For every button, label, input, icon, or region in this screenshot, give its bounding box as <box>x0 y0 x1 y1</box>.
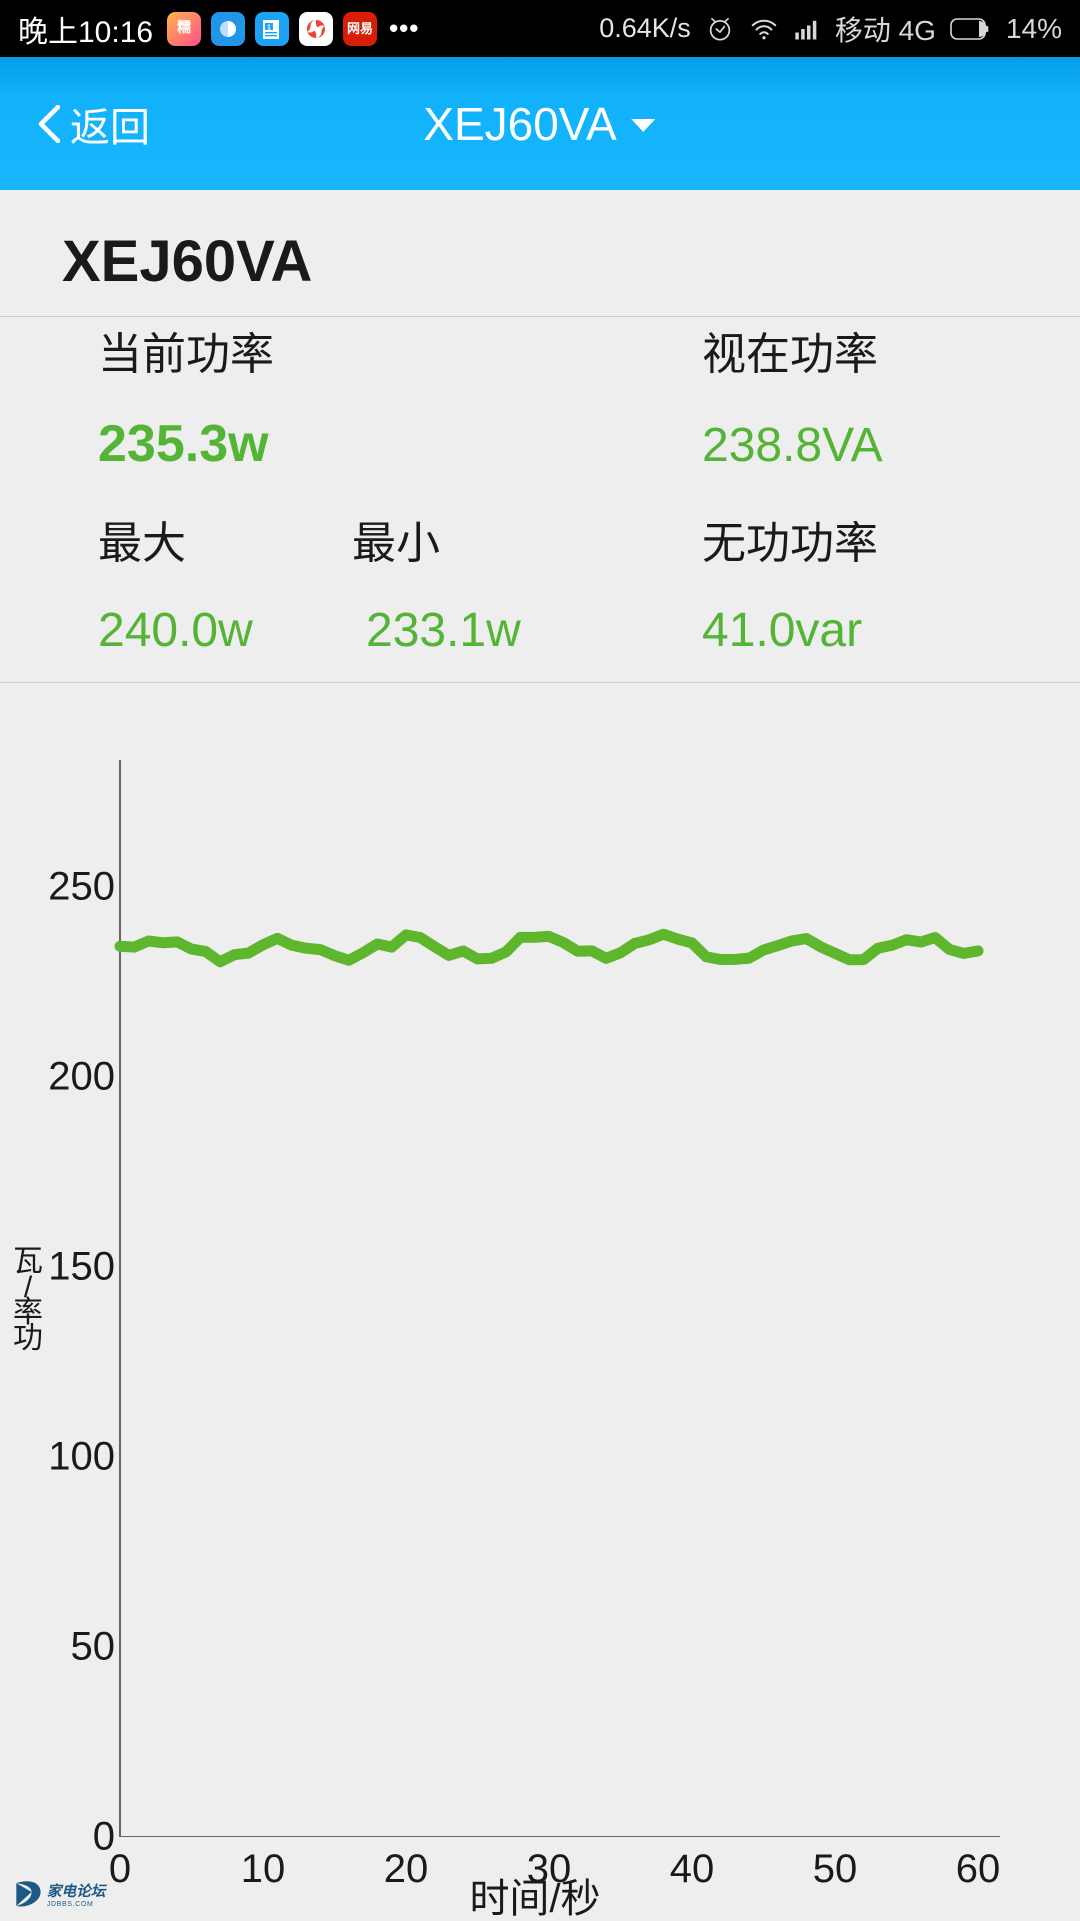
svg-text:家电论坛: 家电论坛 <box>47 1883 108 1900</box>
svg-text:糯: 糯 <box>177 19 191 35</box>
svg-text:JDBBS.COM: JDBBS.COM <box>47 1901 94 1908</box>
svg-text:1: 1 <box>267 24 271 31</box>
svg-text:网易: 网易 <box>347 21 373 36</box>
